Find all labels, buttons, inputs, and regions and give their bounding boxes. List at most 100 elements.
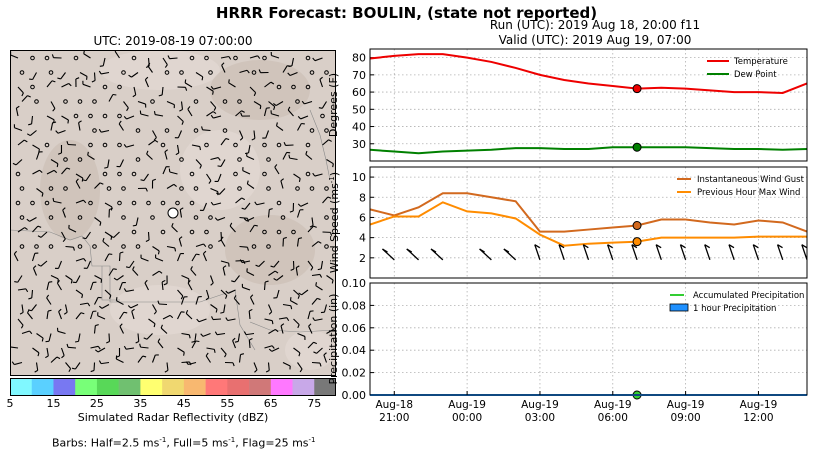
wind-barb — [311, 217, 314, 226]
wind-barb — [181, 274, 190, 280]
wind-barb-flag — [317, 268, 322, 271]
wind-barb-flag — [280, 323, 285, 327]
wind-barb — [46, 311, 49, 320]
wind-barb — [17, 318, 24, 326]
wind-barb-flag — [95, 324, 99, 327]
calm-wind-marker — [19, 70, 25, 75]
wind-barb — [177, 115, 184, 122]
wind-barb — [169, 57, 178, 60]
wind-barb — [191, 340, 197, 349]
y-tick-label: 4 — [359, 232, 366, 245]
wind-barb-flag — [283, 141, 287, 146]
wind-barb — [29, 130, 37, 136]
wind-barb-flag — [144, 279, 148, 284]
wind-barb — [17, 288, 26, 291]
wind-barb-flag — [225, 295, 228, 299]
wind-barb — [195, 72, 204, 78]
wind-barb-flag — [98, 128, 102, 133]
wind-barb — [62, 209, 67, 218]
wind-barb-flag — [273, 278, 277, 281]
wind-barb — [113, 231, 120, 238]
run-valid-title: Run (UTC): 2019 Aug 18, 20:00 f11 Valid … — [383, 18, 807, 48]
calm-wind-marker — [44, 142, 50, 148]
wind-barb-flag — [28, 297, 32, 300]
wind-barb-flag — [52, 108, 56, 112]
wind-barb-flag — [71, 367, 76, 370]
wind-barb-flag — [126, 107, 129, 112]
wind-barb — [97, 347, 106, 353]
wind-barb — [253, 362, 258, 371]
calm-wind-marker — [88, 142, 93, 148]
wind-barb — [278, 317, 287, 320]
wind-barb — [184, 82, 193, 88]
wind-barb-flag — [181, 121, 184, 125]
wind-barb — [655, 244, 662, 261]
wind-barb-flag — [210, 114, 214, 119]
wind-barb-flag — [178, 236, 183, 240]
calm-wind-marker — [121, 244, 126, 249]
wind-barb — [61, 82, 69, 88]
wind-barb — [242, 170, 251, 175]
current-time-marker — [632, 142, 642, 152]
wind-barb — [166, 245, 175, 249]
wind-barb — [32, 169, 40, 175]
calm-wind-marker — [63, 157, 68, 162]
calm-wind-marker — [233, 171, 238, 177]
calm-wind-marker — [102, 171, 108, 177]
wind-barb — [155, 257, 164, 262]
wind-barb — [75, 173, 84, 179]
wind-barb-flag — [87, 151, 89, 156]
wind-barb — [202, 129, 211, 132]
wind-barb-flag — [20, 324, 24, 329]
wind-barb-flag — [199, 146, 201, 151]
wind-barb-flag — [119, 323, 123, 327]
calm-wind-marker — [102, 142, 108, 148]
wind-barb — [276, 275, 284, 281]
calm-wind-marker — [276, 84, 282, 90]
wind-barb — [32, 225, 39, 233]
wind-barb — [558, 244, 565, 261]
wind-barb-flag — [99, 182, 104, 185]
wind-barb — [291, 57, 295, 66]
wind-barb-flag — [132, 266, 135, 270]
wind-barb — [104, 289, 112, 296]
wind-barb — [198, 318, 207, 323]
colorbar-segment — [292, 378, 315, 396]
calm-wind-marker — [19, 244, 25, 249]
y-tick-label: 60 — [352, 86, 366, 99]
calm-wind-marker — [179, 186, 184, 191]
calm-wind-marker — [63, 99, 68, 104]
wind-barb — [178, 238, 183, 247]
wind-barb — [293, 318, 300, 326]
wind-barb — [166, 100, 175, 106]
wind-barb-flag — [146, 150, 149, 155]
barb-legend: Barbs: Half=2.5 ms-1, Full=5 ms-1, Flag=… — [52, 436, 316, 450]
wind-barb-flag — [26, 309, 30, 314]
wind-barb-flag — [81, 294, 84, 299]
wind-barb — [40, 231, 48, 238]
wind-barb — [264, 81, 272, 88]
wind-barb-flag — [265, 280, 269, 283]
wind-barb-flag — [217, 165, 222, 167]
wind-barb-flag — [210, 86, 214, 90]
wind-barb-flag — [175, 152, 180, 156]
wind-barb — [116, 358, 124, 363]
calm-wind-marker — [117, 84, 122, 90]
wind-barb-flag — [214, 217, 218, 221]
wind-barb-flag — [210, 282, 214, 286]
calm-wind-marker — [179, 70, 184, 75]
wind-barb-flag — [90, 369, 95, 373]
y-tick-label: 40 — [352, 121, 366, 134]
wind-barb-flag — [298, 352, 301, 357]
wind-barb — [118, 282, 123, 291]
wind-barb — [94, 275, 102, 280]
calm-wind-marker — [135, 244, 141, 249]
legend-label: Dew Point — [734, 70, 777, 80]
wind-barb — [148, 318, 156, 325]
calm-wind-marker — [189, 200, 195, 206]
wind-barb — [164, 151, 168, 160]
wind-barb — [102, 240, 110, 247]
wind-barb — [206, 111, 214, 117]
wind-barb — [15, 108, 19, 117]
calm-wind-marker — [117, 113, 122, 119]
